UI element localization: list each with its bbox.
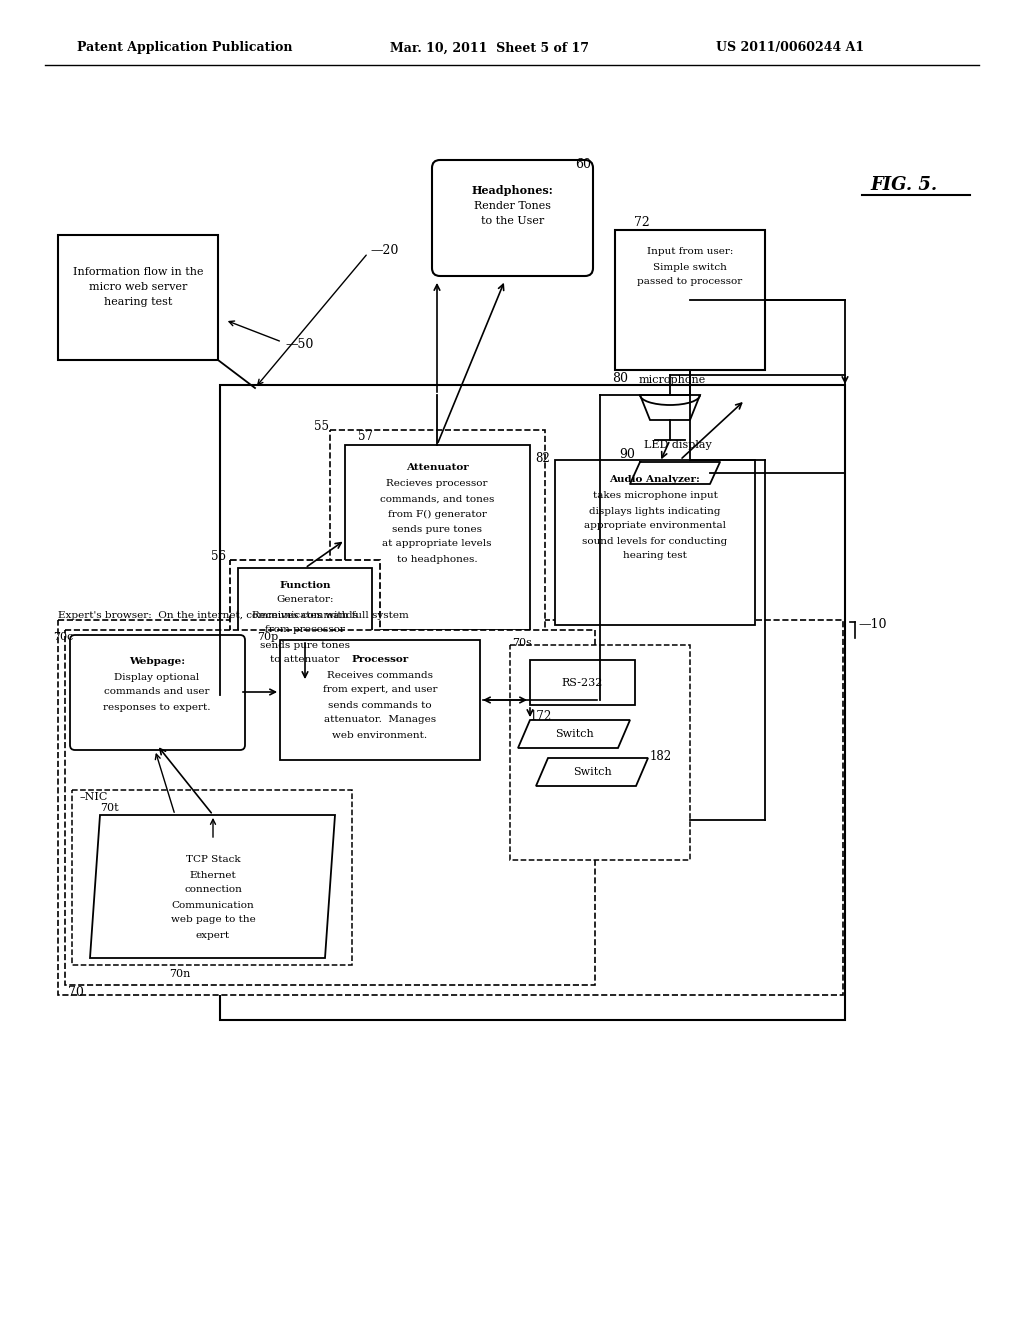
Text: Mar. 10, 2011  Sheet 5 of 17: Mar. 10, 2011 Sheet 5 of 17 [390,41,590,54]
Text: Function: Function [280,581,331,590]
Text: displays lights indicating: displays lights indicating [589,507,721,516]
Text: Expert's browser:  On the internet, communicates with full system: Expert's browser: On the internet, commu… [58,611,409,620]
Text: 70p: 70p [257,632,278,642]
Polygon shape [90,814,335,958]
Text: Render Tones: Render Tones [474,201,551,211]
Text: sound levels for conducting: sound levels for conducting [583,536,728,545]
Text: 70t: 70t [100,803,119,813]
Text: —20: —20 [370,243,398,256]
Bar [220,385,845,1020]
Text: Communication: Communication [172,900,254,909]
Bar [345,445,530,630]
Bar [58,235,218,360]
Text: from processor: from processor [265,626,345,635]
Text: web page to the: web page to the [171,916,255,924]
FancyBboxPatch shape [432,160,593,276]
Text: Receives commands: Receives commands [327,671,433,680]
Text: —50: —50 [285,338,313,351]
Text: 72: 72 [634,216,650,230]
Text: Generator:: Generator: [276,595,334,605]
Text: 57: 57 [358,430,373,444]
Text: attenuator.  Manages: attenuator. Manages [324,715,436,725]
Text: TCP Stack: TCP Stack [185,855,241,865]
Polygon shape [640,395,700,420]
Bar [330,430,545,640]
Text: Information flow in the: Information flow in the [73,267,203,277]
Text: commands and user: commands and user [104,688,210,697]
Text: Input from user:: Input from user: [647,248,733,256]
Text: 70: 70 [68,986,84,999]
Bar [510,645,690,861]
Text: connection: connection [184,886,242,895]
Bar [230,560,380,690]
Bar [615,230,765,370]
Text: 182: 182 [650,751,672,763]
Text: to the User: to the User [481,216,544,226]
Bar [65,630,595,985]
Text: microphone: microphone [638,375,706,385]
Text: US 2011/0060244 A1: US 2011/0060244 A1 [716,41,864,54]
Bar [72,789,352,965]
Text: Switch: Switch [572,767,611,777]
Bar [238,568,372,682]
Text: responses to expert.: responses to expert. [103,702,211,711]
Text: passed to processor: passed to processor [637,277,742,286]
Bar [280,640,480,760]
Text: sends pure tones: sends pure tones [392,524,482,533]
Text: LED display: LED display [644,440,712,450]
Text: hearing test: hearing test [623,552,687,561]
Text: RS-232: RS-232 [561,678,603,688]
Polygon shape [536,758,648,785]
Text: Audio Analyzer:: Audio Analyzer: [609,475,700,484]
Bar [58,620,843,995]
Text: Receives commands: Receives commands [252,610,358,619]
Text: 70n: 70n [169,969,190,979]
Text: expert: expert [196,931,230,940]
Polygon shape [630,462,720,484]
Text: 172: 172 [530,710,552,722]
Text: FIG. 5.: FIG. 5. [870,176,937,194]
Text: from F() generator: from F() generator [387,510,486,519]
Text: Recieves processor: Recieves processor [386,479,487,488]
Text: Processor: Processor [351,656,409,664]
Text: to headphones.: to headphones. [396,554,477,564]
Text: appropriate environmental: appropriate environmental [584,521,726,531]
Text: 80: 80 [612,371,628,384]
Bar [555,459,755,624]
Text: 55: 55 [314,421,329,433]
Polygon shape [518,719,630,748]
Text: Switch: Switch [555,729,593,739]
Text: takes microphone input: takes microphone input [593,491,718,500]
Text: 90: 90 [620,449,635,462]
Text: to attenuator: to attenuator [270,656,340,664]
Text: Ethernet: Ethernet [189,870,237,879]
Text: from expert, and user: from expert, and user [323,685,437,694]
Text: —10: —10 [858,619,887,631]
Bar [530,660,635,705]
FancyBboxPatch shape [70,635,245,750]
Text: at appropriate levels: at appropriate levels [382,540,492,549]
Text: 82: 82 [536,451,550,465]
Text: Webpage:: Webpage: [129,657,185,667]
Text: Patent Application Publication: Patent Application Publication [77,41,293,54]
Text: Headphones:: Headphones: [472,185,553,195]
Text: 60: 60 [575,158,591,172]
Text: –NIC: –NIC [80,792,109,803]
Text: Display optional: Display optional [115,672,200,681]
Text: sends commands to: sends commands to [328,701,432,710]
Text: hearing test: hearing test [103,297,172,308]
Text: Attenuator: Attenuator [406,463,468,473]
Text: Simple switch: Simple switch [653,263,727,272]
Text: 70s: 70s [512,638,531,648]
Text: 56: 56 [211,550,226,564]
Text: 70c: 70c [52,632,73,642]
Text: web environment.: web environment. [333,730,428,739]
Text: sends pure tones: sends pure tones [260,640,350,649]
Text: micro web server: micro web server [89,282,187,292]
Text: commands, and tones: commands, and tones [380,495,495,503]
